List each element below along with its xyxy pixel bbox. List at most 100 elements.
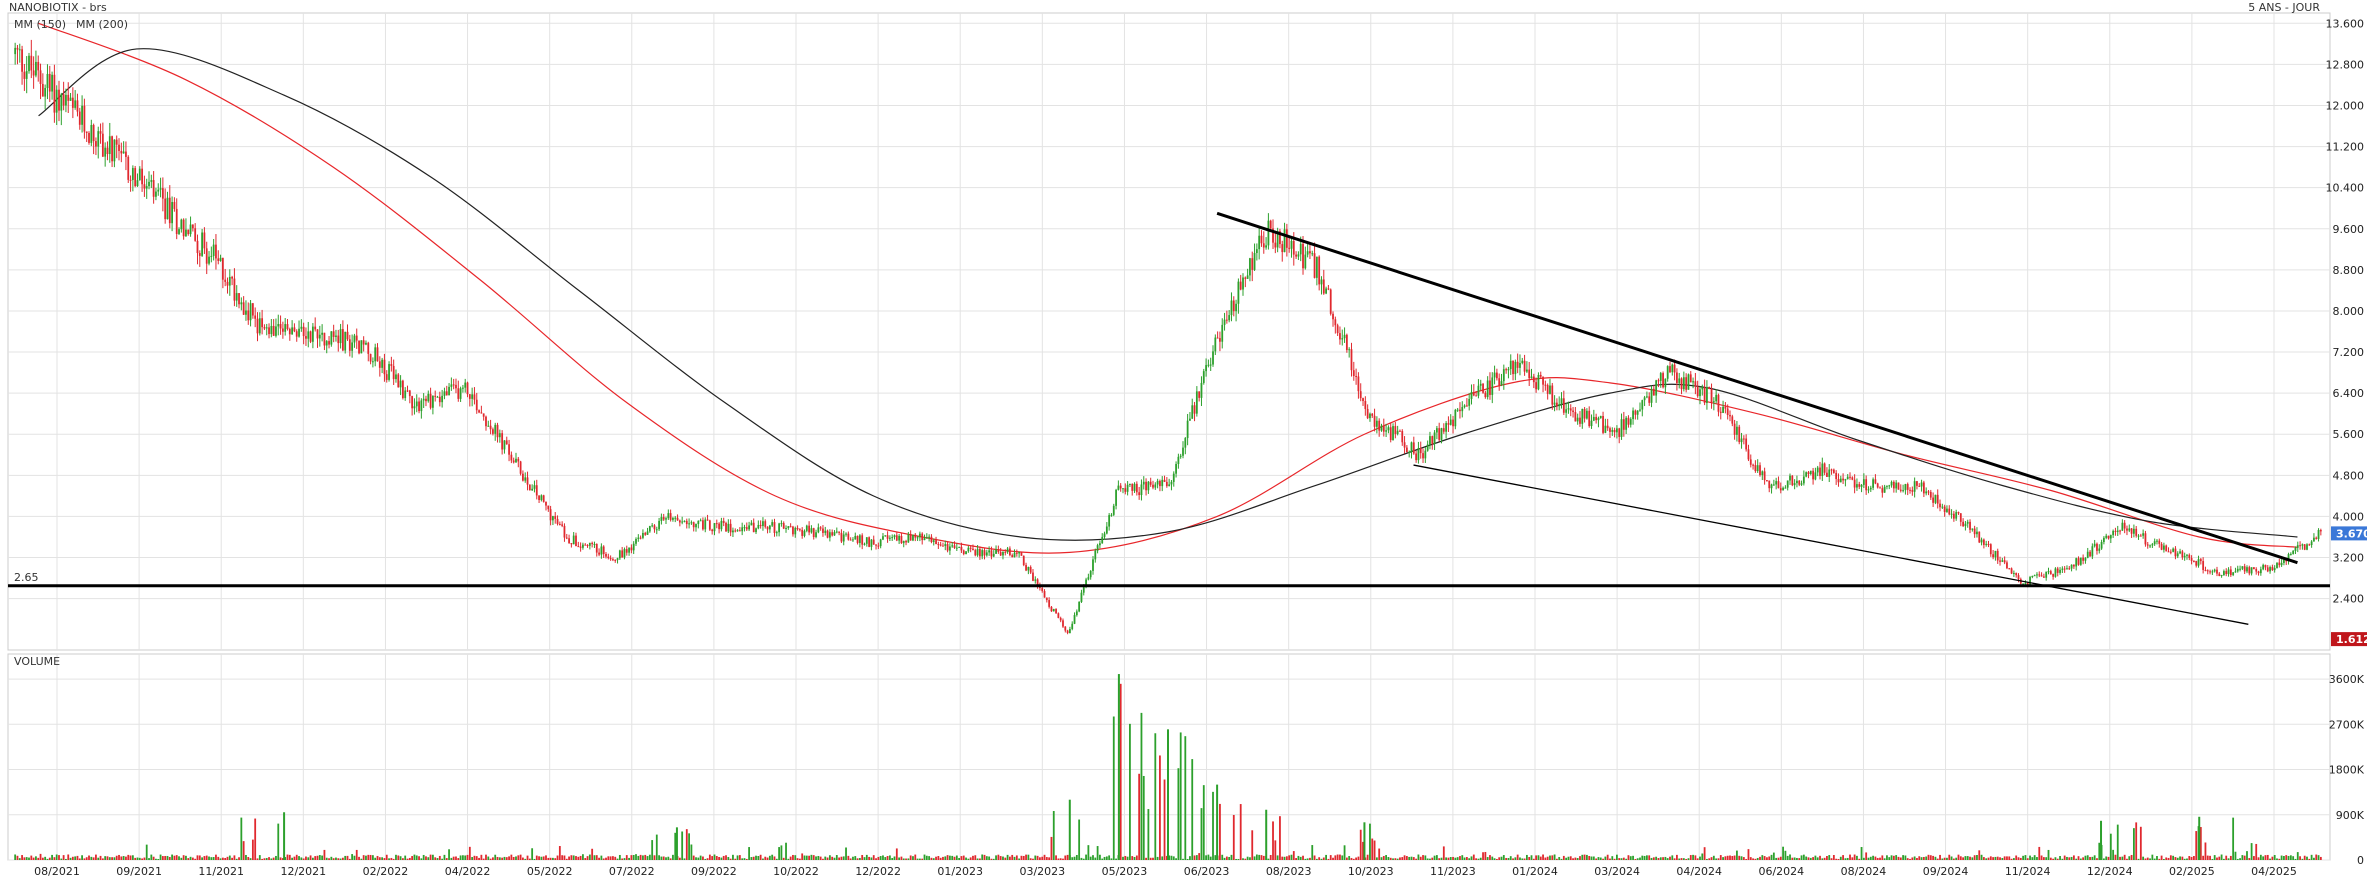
candle-body: [893, 535, 896, 538]
volume-bar: [1899, 857, 1902, 860]
volume-bar: [187, 858, 190, 860]
volume-bar: [1606, 854, 1609, 860]
candle-body: [448, 386, 450, 396]
candle-body: [1352, 370, 1355, 377]
volume-bar: [55, 854, 58, 860]
candle-body: [203, 232, 206, 249]
volume-bar: [946, 855, 949, 860]
volume-bar: [598, 857, 600, 860]
candle-body: [1694, 381, 1697, 387]
volume-bar: [1237, 858, 1240, 860]
candle-body: [1680, 378, 1683, 390]
candle-body: [166, 197, 169, 220]
candle-body: [1966, 521, 1969, 524]
volume-bar: [2287, 855, 2290, 860]
candle-body: [1011, 555, 1014, 558]
volume-bar: [1588, 855, 1591, 860]
candle-body: [1685, 377, 1688, 390]
candle-body: [697, 520, 700, 525]
volume-bar: [67, 854, 70, 860]
volume-bar: [157, 858, 160, 860]
candle-body: [272, 325, 275, 336]
candle-body: [1823, 463, 1826, 473]
candle-body: [1514, 361, 1517, 375]
candle-body: [1692, 381, 1694, 383]
candle-body: [2038, 574, 2041, 576]
volume-bar: [1375, 857, 1378, 860]
candle-body: [171, 202, 173, 224]
candle-body: [1442, 428, 1445, 432]
volume-bar: [517, 855, 520, 860]
volume-bar: [2303, 855, 2306, 860]
volume-bar: [1775, 857, 1778, 860]
candle-body: [1555, 402, 1558, 407]
candle-body: [1422, 453, 1424, 459]
candle-body: [1133, 483, 1136, 491]
candle-body: [1099, 543, 1101, 546]
volume-bar: [725, 855, 727, 860]
volume-bar: [198, 855, 201, 860]
volume-bar: [972, 855, 974, 860]
volume-bar: [953, 856, 956, 860]
volume-spike-bar: [283, 812, 286, 860]
candle-body: [768, 525, 771, 530]
volume-bar: [632, 854, 635, 860]
candle-body: [999, 552, 1002, 556]
volume-bar: [1288, 855, 1291, 860]
candle-body: [35, 61, 37, 76]
candle-body: [351, 342, 354, 351]
candle-body: [90, 124, 93, 143]
candle-body: [1103, 533, 1106, 537]
candle-body: [1138, 492, 1141, 496]
candle-body: [1860, 484, 1863, 487]
volume-bar: [1749, 857, 1752, 860]
candle-body: [1722, 406, 1724, 413]
candle-body: [1410, 442, 1413, 453]
candle-body: [2015, 572, 2018, 576]
candle-body: [1696, 386, 1699, 397]
volume-bar: [1073, 856, 1076, 860]
volume-bar: [1874, 856, 1877, 860]
volume-bar: [1465, 857, 1468, 860]
candle-body: [233, 278, 236, 301]
candle-body: [902, 540, 905, 544]
volume-bar: [1694, 855, 1697, 860]
candle-body: [367, 342, 370, 354]
volume-bar: [1022, 855, 1025, 860]
candle-body: [1519, 362, 1521, 368]
candle-body: [1274, 242, 1277, 248]
volume-spike-bar: [675, 827, 678, 860]
candle-body: [2029, 577, 2031, 585]
candle-body: [76, 100, 79, 112]
volume-bar: [614, 856, 617, 860]
volume-bar: [351, 854, 354, 860]
candle-body: [879, 539, 882, 547]
volume-bar: [570, 855, 573, 860]
candle-body: [2017, 575, 2020, 580]
candle-body: [111, 136, 113, 162]
volume-bar: [1410, 856, 1413, 860]
volume-bar: [768, 855, 771, 860]
volume-bar: [1888, 857, 1891, 860]
candle-body: [429, 393, 432, 408]
candle-body: [577, 546, 580, 548]
candle-body: [1493, 372, 1496, 378]
volume-bar: [1736, 850, 1738, 860]
price-tick-label: 6.400: [2333, 387, 2365, 400]
candle-body: [1239, 281, 1242, 290]
volume-bar: [1230, 854, 1233, 860]
volume-bar: [1221, 854, 1224, 860]
candle-body: [155, 191, 157, 197]
time-axis-ticks: 08/2021 09/2021 11/2021 12/2021 02/2022 04/20…: [34, 865, 2297, 878]
volume-bar: [1862, 857, 1865, 860]
volume-bar: [2015, 855, 2018, 860]
candle-body: [125, 151, 127, 157]
volume-bar: [1546, 856, 1549, 860]
candle-body: [471, 394, 474, 399]
candle-body: [1115, 489, 1117, 506]
candle-body: [863, 543, 866, 545]
candle-body: [2271, 567, 2274, 571]
candle-body: [644, 532, 647, 535]
candle-body: [1796, 480, 1798, 484]
candle-body: [588, 542, 591, 546]
